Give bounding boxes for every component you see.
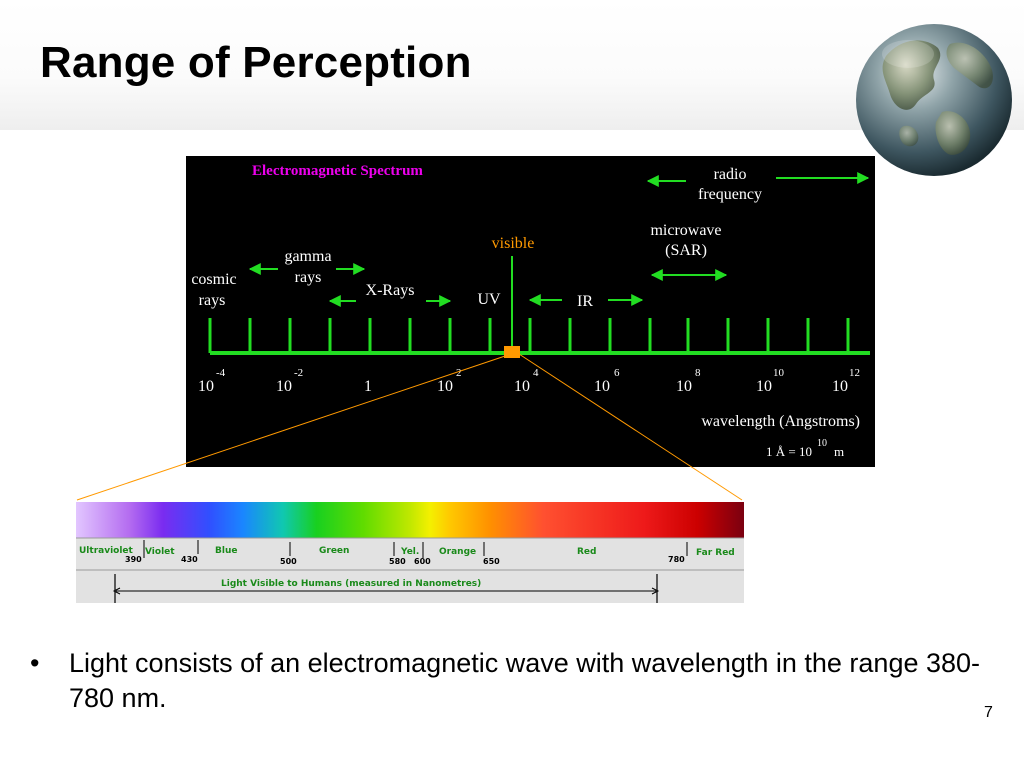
visible-light-strip: Ultraviolet Violet Blue Green Yel. Orang… [76,502,744,603]
title-band [0,0,1024,130]
region-label: Red [577,547,596,557]
region-label: Violet [145,547,175,557]
radio-label-line2: frequency [698,186,762,203]
globe-image [856,24,1012,176]
scale-tick-exponent: 4 [533,367,539,379]
tick-label: 650 [483,557,500,566]
tick-label: 600 [414,557,431,566]
scale-tick-exponent: -4 [216,367,226,379]
scale-tick-label: 10 [594,378,610,395]
scale-tick-exponent: 8 [695,367,701,379]
tick-label: 780 [668,555,685,564]
scale-tick-exponent: 10 [773,367,785,379]
tick-label: 580 [389,557,406,566]
unit-note-prefix: 1 Å = 10 [766,444,812,459]
gamma-label-line2: rays [295,269,322,286]
scale-tick-label: 10 [676,378,692,395]
tick-label: 500 [280,557,297,566]
xrays-label: X-Rays [366,282,415,299]
visible-position-marker [504,346,520,358]
scale-tick-label: 10 [756,378,772,395]
scale-tick-label: 10 [437,378,453,395]
region-label: Far Red [696,548,735,558]
spectrum-tick-marks-nm [143,540,688,558]
visible-label: visible [492,235,535,252]
scale-tick-label: 10 [832,378,848,395]
em-spectrum-title: Electromagnetic Spectrum [252,163,423,179]
tick-label: 430 [181,555,198,564]
region-label: Yel. [400,547,419,557]
unit-note-suffix: m [834,444,844,459]
scale-tick-exponent: 2 [456,367,462,379]
spectrum-region-labels: Ultraviolet Violet Blue Green Yel. Orang… [79,546,735,558]
scale-tick-exponent: 6 [614,367,620,379]
scale-tick-label: 10 [276,378,292,395]
bullet-marker: • [30,648,40,678]
scale-tick-label: 10 [514,378,530,395]
microwave-label-line1: microwave [650,222,721,239]
uv-label: UV [477,291,501,308]
region-label: Blue [215,546,237,556]
bullet-text: Light consists of an electromagnetic wav… [69,648,981,713]
scale-tick-exponent: -2 [294,367,303,379]
em-spectrum-diagram: Electromagnetic Spectrum radio frequency… [191,163,870,459]
gamma-label-line1: gamma [284,248,331,265]
em-spectrum-panel: Electromagnetic Spectrum radio frequency… [186,156,875,467]
cosmic-label-line1: cosmic [191,271,236,288]
ir-label: IR [577,293,593,310]
microwave-label-line2: (SAR) [665,242,707,259]
spectrum-tick-labels-nm: 390 430 500 580 600 650 780 [125,555,685,566]
wavelength-scale: 10 -4 10 -2 1 10 2 10 4 10 6 10 8 10 10 … [198,367,860,395]
axis-label: wavelength (Angstroms) [701,413,860,430]
cosmic-label-line2: rays [199,292,226,309]
region-label: Orange [439,547,476,557]
spectrum-gradient [76,502,744,538]
tick-label: 390 [125,555,142,564]
region-label: Ultraviolet [79,546,134,556]
visible-range-caption: Light Visible to Humans (measured in Nan… [221,579,481,589]
unit-note-exponent: 10 [817,438,827,449]
radio-label-line1: radio [714,166,747,183]
region-label: Green [319,546,349,556]
scale-tick-label: 10 [198,378,214,395]
scale-tick-exponent: 12 [849,367,860,379]
page-number: 7 [984,704,993,721]
scale-tick-label: 1 [364,378,372,395]
slide-title: Range of Perception [40,38,472,87]
spectrum-tick-marks [208,318,850,353]
